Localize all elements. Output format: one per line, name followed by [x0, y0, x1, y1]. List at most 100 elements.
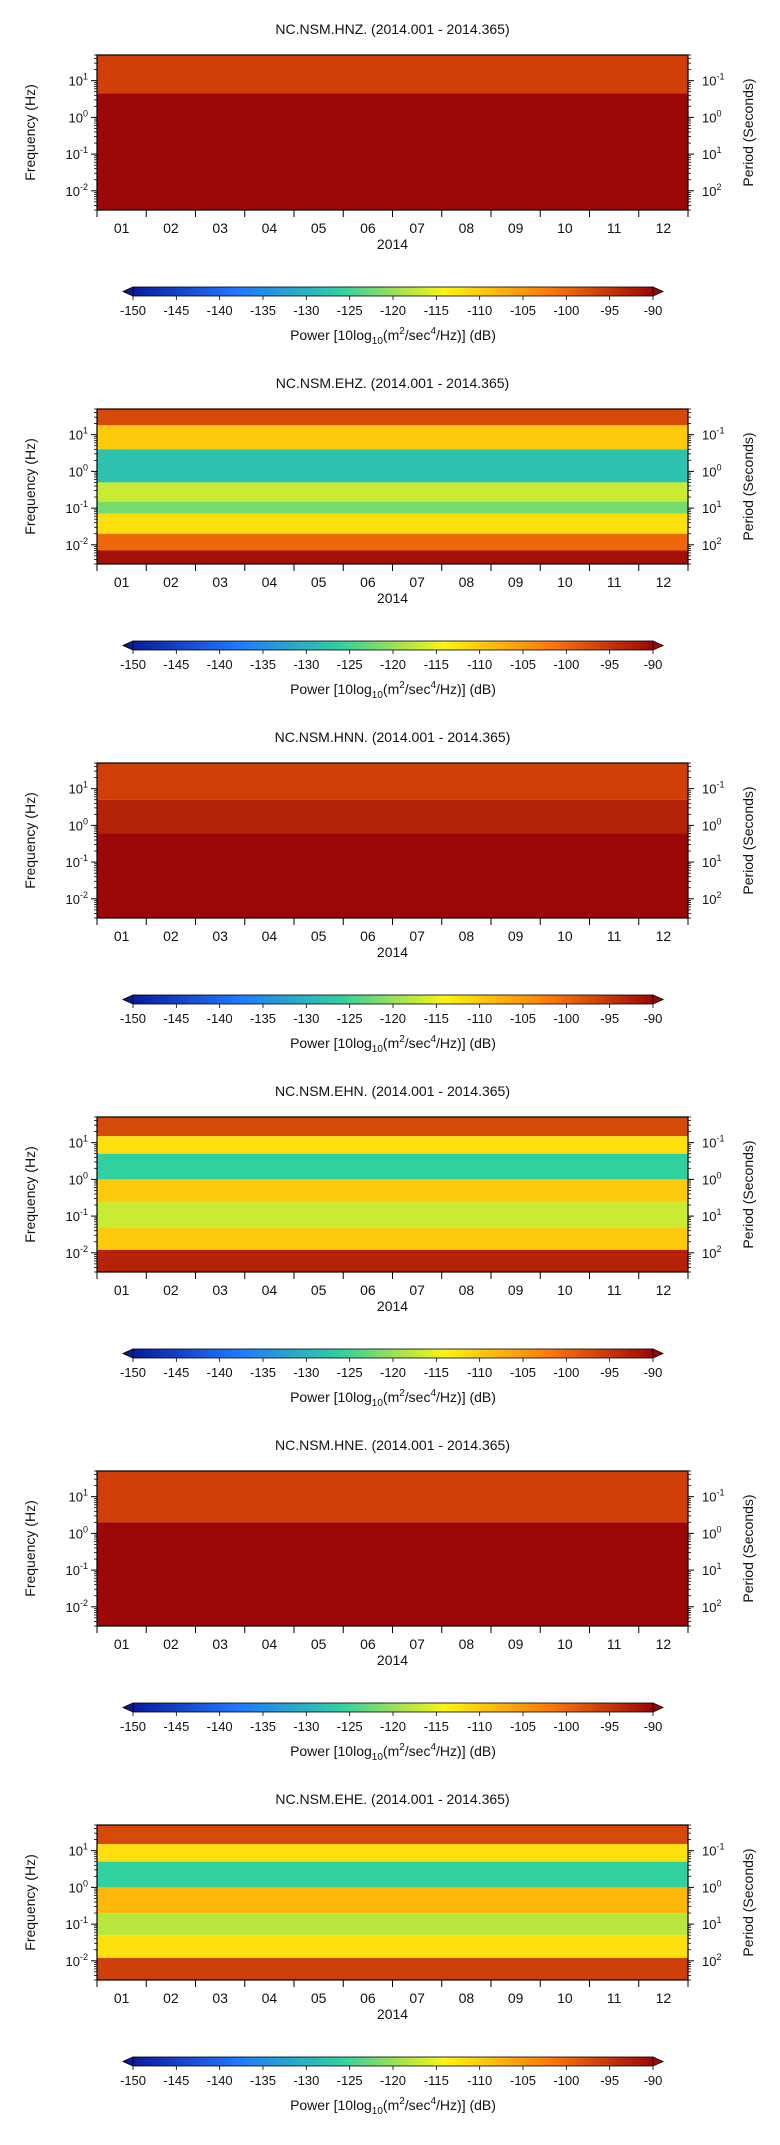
colorbar-tick-label: -110	[467, 1365, 492, 1380]
colorbar-tick-label: -100	[553, 303, 579, 318]
y2-tick-label: 102	[702, 182, 721, 199]
spectrogram-panel: NC.NSM.HNE. (2014.001 - 2014.365) 01 02 03 0…	[22, 1437, 756, 1763]
colorbar-tick-label: -110	[467, 2073, 492, 2088]
colorbar-tick-label: -100	[553, 1011, 579, 1026]
power-band	[97, 1861, 688, 1888]
x-tick-label: 04	[262, 1282, 278, 1298]
colorbar-label: Power [10log10(m2/sec4/Hz)] (dB)	[290, 1388, 496, 1409]
colorbar-tick-label: -105	[510, 2073, 536, 2088]
colorbar: -150 -145 -140 -135 -130 -125 -120 -115 -110 -105…	[120, 2056, 664, 2117]
y2-tick-label: 102	[702, 1598, 721, 1615]
x-tick-label: 06	[360, 574, 376, 590]
colorbar-tick-label: -90	[644, 1719, 663, 1734]
colorbar-high-arrow	[652, 2056, 664, 2067]
colorbar-tick-label: -95	[600, 303, 619, 318]
colorbar-tick-label: -125	[337, 303, 363, 318]
colorbar-gradient	[132, 640, 654, 651]
power-band	[97, 425, 688, 450]
y2-tick-label: 10-1	[702, 780, 724, 797]
colorbar-tick-label: -115	[424, 303, 449, 318]
x-tick-label: 05	[311, 928, 327, 944]
x-tick-label: 07	[409, 1990, 425, 2006]
y-tick-label: 10-1	[66, 1561, 88, 1578]
x-tick-label: 11	[607, 220, 622, 236]
x-tick-label: 12	[656, 928, 672, 944]
colorbar-tick-label: -130	[293, 657, 319, 672]
x-tick-label: 10	[557, 1636, 573, 1652]
power-band	[97, 1471, 688, 1523]
colorbar-tick-label: -95	[600, 657, 619, 672]
x-axis-label: 2014	[377, 236, 408, 252]
x-tick-label: 05	[311, 1990, 327, 2006]
power-band	[97, 1249, 688, 1272]
y-tick-label: 100	[69, 108, 88, 125]
y2-axis-label: Period (Seconds)	[740, 1140, 756, 1248]
colorbar-tick-label: -115	[424, 1719, 449, 1734]
y2-tick-label: 100	[702, 1878, 721, 1895]
colorbar: -150 -145 -140 -135 -130 -125 -120 -115 -110 -105…	[120, 640, 664, 701]
x-tick-label: 04	[262, 928, 278, 944]
spectrogram-panel: NC.NSM.EHN. (2014.001 - 2014.365) 01 02 03 0…	[22, 1083, 756, 1409]
x-tick-label: 01	[114, 1990, 130, 2006]
power-band	[97, 1913, 688, 1936]
y-tick-label: 101	[69, 780, 88, 797]
colorbar-tick-label: -120	[380, 303, 406, 318]
x-tick-label: 09	[508, 220, 524, 236]
colorbar-tick-label: -110	[467, 657, 492, 672]
colorbar-tick-label: -140	[207, 657, 233, 672]
y-tick-label: 10-1	[66, 1915, 88, 1932]
spectrogram-panel: NC.NSM.EHZ. (2014.001 - 2014.365) 01 02 03 0…	[22, 375, 756, 701]
x-tick-label: 09	[508, 1990, 524, 2006]
x-tick-label: 12	[656, 1990, 672, 2006]
colorbar-tick-label: -135	[250, 2073, 276, 2088]
x-tick-label: 03	[212, 220, 228, 236]
y2-tick-label: 101	[702, 853, 721, 870]
y2-tick-label: 10-1	[702, 1842, 724, 1859]
colorbar-tick-label: -90	[644, 2073, 663, 2088]
power-band	[97, 93, 688, 210]
colorbar-tick-label: -150	[120, 657, 146, 672]
colorbar-tick-label: -125	[337, 1719, 363, 1734]
x-tick-label: 08	[459, 220, 475, 236]
x-tick-label: 10	[557, 220, 573, 236]
colorbar: -150 -145 -140 -135 -130 -125 -120 -115 -110 -105…	[120, 1348, 664, 1409]
x-tick-label: 11	[607, 1282, 622, 1298]
y2-tick-label: 101	[702, 1561, 721, 1578]
y2-tick-label: 102	[702, 890, 721, 907]
chart-title: NC.NSM.HNZ. (2014.001 - 2014.365)	[275, 21, 509, 37]
chart-title: NC.NSM.HNE. (2014.001 - 2014.365)	[275, 1437, 510, 1453]
x-tick-label: 08	[459, 1990, 475, 2006]
y-tick-label: 100	[69, 1524, 88, 1541]
x-tick-label: 11	[607, 1990, 622, 2006]
colorbar-tick-label: -90	[644, 303, 663, 318]
y2-tick-label: 101	[702, 145, 721, 162]
y-tick-label: 10-2	[66, 536, 88, 553]
y2-axis-label: Period (Seconds)	[740, 786, 756, 894]
colorbar-tick-label: -100	[553, 1365, 579, 1380]
colorbar-tick-label: -125	[337, 1365, 363, 1380]
colorbar-tick-label: -115	[424, 1365, 449, 1380]
x-tick-label: 01	[114, 928, 130, 944]
colorbar-tick-label: -115	[424, 2073, 449, 2088]
y-tick-label: 101	[69, 1134, 88, 1151]
x-tick-label: 10	[557, 928, 573, 944]
y-tick-label: 101	[69, 72, 88, 89]
colorbar-high-arrow	[652, 1348, 664, 1359]
x-tick-label: 01	[114, 1636, 130, 1652]
y2-tick-label: 101	[702, 1207, 721, 1224]
power-band	[97, 833, 688, 918]
colorbar-low-arrow	[122, 1702, 134, 1713]
x-tick-label: 03	[212, 574, 228, 590]
colorbar-tick-label: -90	[644, 1365, 663, 1380]
colorbar-high-arrow	[652, 286, 664, 297]
x-tick-label: 06	[360, 1282, 376, 1298]
x-tick-label: 11	[607, 574, 622, 590]
colorbar-tick-label: -120	[380, 1719, 406, 1734]
colorbar-tick-label: -125	[337, 1011, 363, 1026]
colorbar-tick-label: -120	[380, 1365, 406, 1380]
x-tick-label: 12	[656, 220, 672, 236]
colorbar-tick-label: -105	[510, 1365, 536, 1380]
colorbar-tick-label: -130	[293, 1719, 319, 1734]
colorbar-tick-label: -125	[337, 657, 363, 672]
colorbar-tick-label: -105	[510, 1011, 536, 1026]
